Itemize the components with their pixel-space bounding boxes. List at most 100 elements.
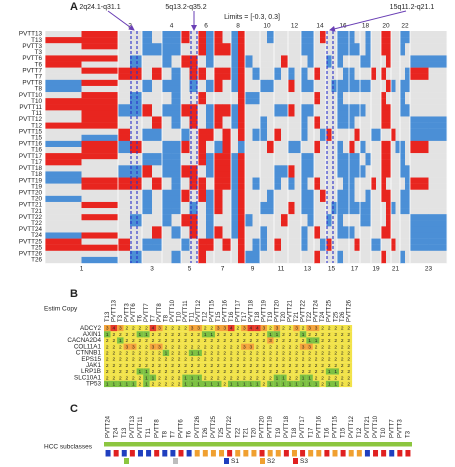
cell (130, 362, 137, 369)
cell-value: 2 (256, 375, 259, 381)
cell (45, 238, 82, 245)
cell (241, 325, 248, 332)
cell (371, 256, 377, 264)
cell (231, 171, 239, 178)
cell-value: 3 (158, 344, 161, 350)
cell (280, 368, 287, 375)
cell (381, 256, 387, 264)
cell (307, 122, 315, 129)
cell (252, 140, 261, 148)
cell-value: 1 (302, 332, 305, 338)
cell (331, 238, 338, 245)
cell (238, 61, 246, 68)
cell (201, 349, 209, 357)
cell (286, 368, 294, 375)
cell (294, 128, 302, 135)
cell (337, 214, 344, 221)
cell (182, 325, 189, 332)
cell-value: 3 (191, 326, 194, 332)
cell (280, 343, 287, 350)
cell (238, 177, 246, 184)
cell (104, 374, 111, 381)
cell (395, 256, 401, 264)
cell (143, 325, 150, 332)
cell-value: 3 (119, 326, 122, 332)
cell-value: 2 (119, 375, 122, 381)
cell (331, 159, 338, 166)
cell-value: 2 (295, 350, 298, 356)
cell (198, 31, 207, 38)
cell (198, 55, 207, 62)
cell (188, 368, 196, 375)
cell (222, 140, 232, 148)
cell (395, 171, 401, 178)
cell (281, 201, 289, 209)
sample-label: PVTT20 (260, 415, 266, 438)
cell (320, 61, 327, 68)
cell (231, 159, 239, 166)
cell (162, 79, 172, 87)
cell (152, 147, 163, 154)
cell (337, 140, 344, 148)
cell (371, 177, 377, 184)
cell (130, 256, 143, 264)
cell (314, 122, 321, 129)
column-label: PVTT20 (275, 299, 281, 322)
cell (376, 256, 382, 264)
cell (365, 140, 372, 148)
cell (301, 104, 308, 111)
cell (391, 104, 396, 111)
cell (386, 214, 392, 221)
cell (400, 55, 406, 62)
cell (222, 92, 232, 99)
cell (301, 159, 308, 166)
cell-value: 1 (315, 381, 318, 387)
cell (428, 61, 448, 68)
cell (162, 55, 172, 62)
cell (391, 177, 396, 184)
cell (371, 153, 377, 160)
cell (181, 189, 190, 197)
cell (260, 256, 268, 264)
cell (376, 37, 382, 44)
cell (206, 201, 215, 209)
cell (152, 49, 163, 56)
cell (208, 380, 216, 388)
cell (301, 37, 308, 44)
cell (162, 226, 172, 233)
cell (395, 104, 401, 111)
cell (206, 134, 215, 142)
cell (247, 331, 255, 338)
cell (349, 61, 355, 68)
cell-value: 2 (302, 326, 305, 332)
cell (326, 183, 332, 190)
cell-value: 2 (106, 369, 109, 375)
cell-value: 2 (191, 363, 194, 369)
cell (365, 220, 372, 227)
cell (214, 98, 223, 105)
cell (136, 331, 144, 338)
sample-label: PVTT26 (195, 415, 201, 438)
cell (254, 362, 261, 369)
cell (189, 43, 199, 50)
sample-label: T22 (235, 427, 241, 438)
cell (395, 214, 401, 221)
cell (301, 116, 308, 123)
cell (245, 140, 253, 148)
cell (142, 153, 153, 160)
cell (349, 49, 355, 56)
cell (267, 92, 275, 99)
cell-value: 2 (315, 375, 318, 381)
cell (238, 232, 246, 239)
cell (345, 325, 353, 332)
legend-swatch (124, 458, 129, 464)
cell (320, 208, 327, 215)
cell (326, 189, 332, 197)
cell (228, 380, 235, 388)
cell (365, 232, 372, 239)
cell (325, 325, 333, 332)
cell (326, 177, 332, 184)
cell (395, 43, 401, 50)
annotation-arrow (329, 10, 407, 32)
cell (331, 85, 338, 93)
